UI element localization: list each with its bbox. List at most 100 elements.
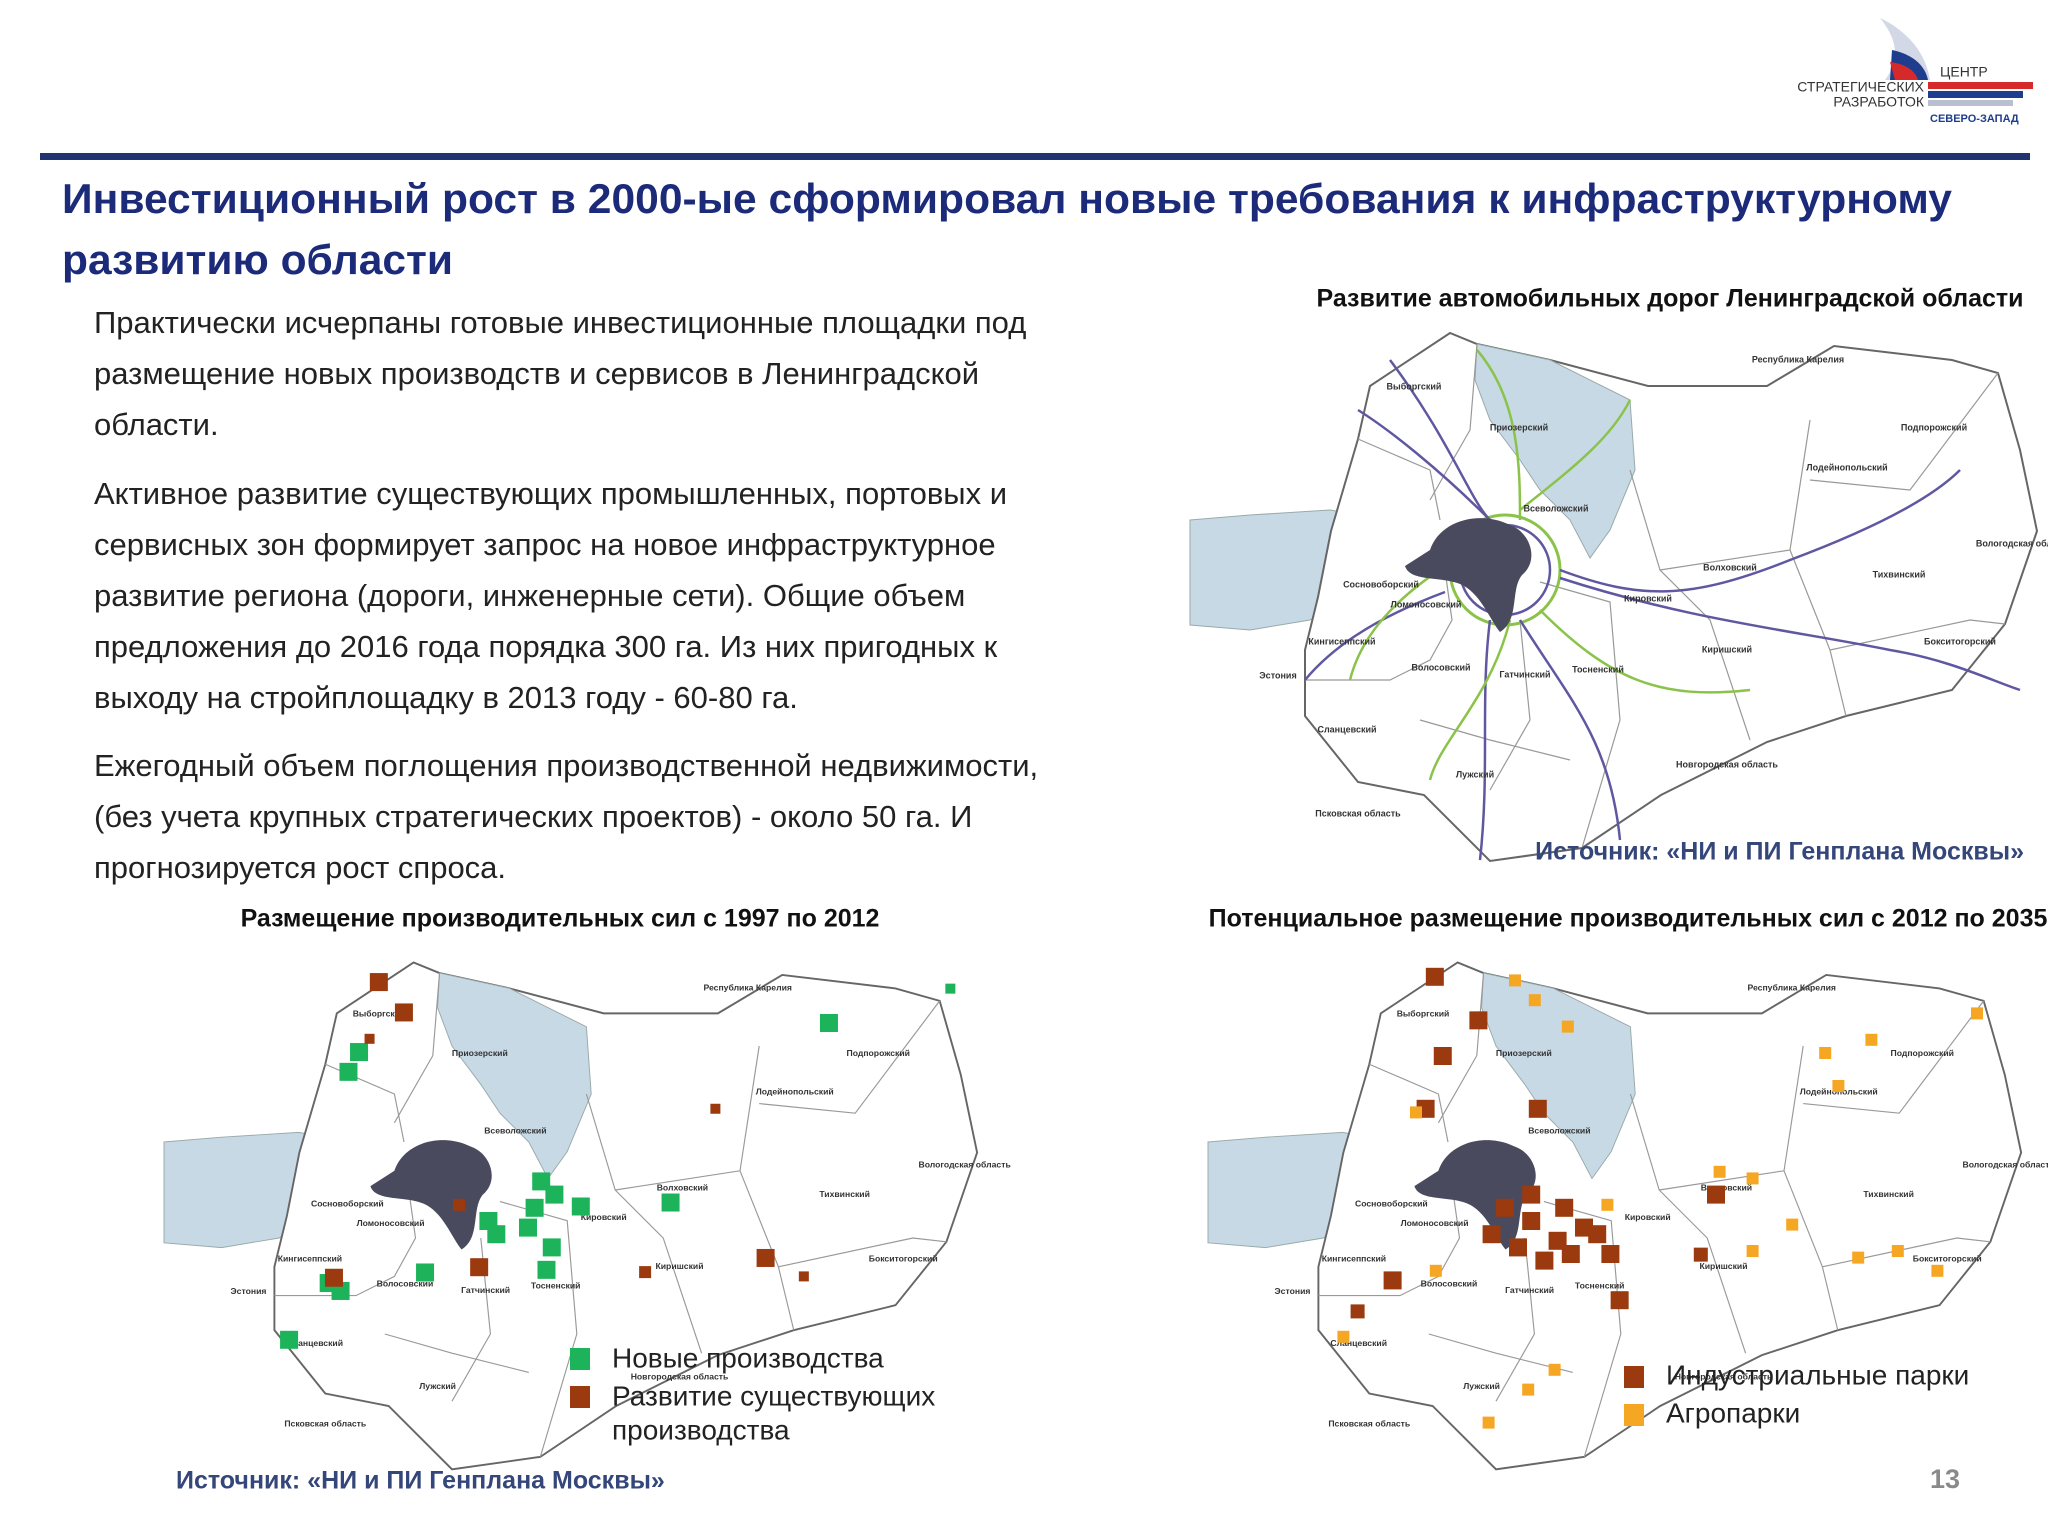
region-label: Всеволожский <box>1528 1126 1590 1136</box>
region-label: Волховский <box>1703 562 1757 572</box>
district-border <box>1822 1237 1991 1268</box>
legend-swatch <box>1624 1404 1644 1426</box>
region-label: Подпорожский <box>1891 1048 1954 1058</box>
region-label: Волховский <box>1701 1182 1752 1192</box>
region-label: Тосненский <box>1575 1280 1625 1290</box>
region-label: Кировский <box>581 1212 627 1222</box>
paragraph-line: Активное развитие существующих промышлен… <box>94 476 1007 511</box>
site-marker <box>1786 1218 1799 1231</box>
site-marker <box>1509 1238 1527 1257</box>
site-marker <box>1535 1251 1554 1270</box>
slide-title: Инвестиционный рост в 2000-ые сформирова… <box>62 175 1953 222</box>
region-label: Кингисеппский <box>1308 636 1375 646</box>
region-label: Волосовский <box>1411 662 1470 672</box>
road <box>1518 619 1622 841</box>
site-marker <box>1425 967 1444 986</box>
map: Выборгский Приозерский Всеволожский Сосново… <box>163 961 1011 1471</box>
road <box>1357 408 1491 521</box>
site-marker <box>416 1263 435 1282</box>
logo-sail-red <box>1890 62 1918 80</box>
region-label: Сосновоборский <box>1355 1199 1428 1209</box>
city <box>1414 1140 1536 1250</box>
site-marker <box>394 1003 413 1022</box>
region-label: Киришский <box>1702 644 1752 654</box>
site-marker <box>280 1330 299 1349</box>
region-label: Вологодская область <box>1963 1159 2048 1169</box>
map-title: Развитие автомобильных дорог Ленинградск… <box>1316 285 2023 313</box>
region-label: Республика Карелия <box>1752 354 1844 364</box>
region-label: Ломоносовский <box>357 1218 425 1228</box>
site-marker <box>1383 1271 1402 1290</box>
paragraph-line: размещение новых производств и сервисов … <box>94 356 979 391</box>
district-border <box>1829 619 2006 651</box>
region-label: Лужский <box>1463 1381 1500 1391</box>
site-marker <box>1528 1099 1547 1118</box>
region-label: Сосновоборский <box>1343 579 1419 589</box>
region-label: Бокситогорский <box>1924 636 1996 646</box>
legend-label: производства <box>612 1414 790 1445</box>
logo: ЦЕНТР СТРАТЕГИЧЕСКИХ РАЗРАБОТОК СЕВЕРО-З… <box>1797 18 2033 125</box>
logo-text: РАЗРАБОТОК <box>1833 94 1925 110</box>
site-marker <box>1601 1245 1620 1263</box>
site-marker <box>1707 1185 1725 1204</box>
city <box>1405 518 1532 632</box>
paragraph-line: выходу на стройплощадку в 2013 году - 60… <box>94 680 798 715</box>
site-marker <box>364 1033 375 1044</box>
region-label: Лодейнопольский <box>1806 462 1887 472</box>
site-marker <box>1931 1264 1944 1277</box>
district-border <box>1419 719 1571 761</box>
map: Выборгский Приозерский Всеволожский Сосново… <box>1207 961 2048 1471</box>
site-marker <box>1482 1416 1495 1429</box>
district-border <box>1305 534 1453 681</box>
site-marker <box>1819 1047 1832 1059</box>
region-label: Выборгский <box>1387 381 1442 391</box>
logo-text: СЕВЕРО-ЗАПАД <box>1930 113 2019 125</box>
paragraph-line: развитие региона (дороги, инженерные сет… <box>94 578 965 613</box>
legend-swatch <box>1624 1366 1644 1388</box>
region-label: Гатчинский <box>461 1285 510 1295</box>
district-border <box>739 1170 795 1331</box>
site-marker <box>1509 974 1521 987</box>
district-border <box>1629 469 1751 741</box>
site-marker <box>339 1062 358 1081</box>
map-region <box>1304 331 2039 863</box>
region-label: Выборгский <box>1397 1009 1450 1019</box>
region-label: Сланцевский <box>286 1338 343 1348</box>
site-marker <box>1832 1080 1845 1092</box>
region-label: Эстония <box>231 1286 267 1296</box>
site-marker <box>1588 1225 1607 1244</box>
district-border <box>1809 372 1999 491</box>
district-border <box>1437 972 1485 1124</box>
legend-swatch <box>570 1348 590 1370</box>
region-label: Псковская область <box>1328 1419 1410 1429</box>
region-label: Всеволожский <box>1523 503 1588 513</box>
region-label: Всеволожский <box>484 1126 546 1136</box>
header-rule <box>40 153 2030 160</box>
region-label: Приозерский <box>1496 1048 1552 1058</box>
site-marker <box>798 1271 809 1282</box>
region-label: Приозерский <box>452 1048 508 1058</box>
region-label: Новгородская область <box>1675 1371 1773 1381</box>
site-marker <box>1429 1264 1442 1277</box>
map-region <box>1317 961 2023 1471</box>
site-marker <box>1601 1198 1614 1211</box>
site-marker <box>661 1193 680 1212</box>
site-marker <box>1891 1245 1904 1257</box>
region-label: Тихвинский <box>1863 1189 1914 1199</box>
site-marker <box>470 1258 489 1277</box>
district-border <box>1629 1093 1747 1354</box>
site-marker <box>542 1238 561 1257</box>
site-marker <box>1561 1245 1580 1263</box>
site-marker <box>571 1197 590 1216</box>
source: Источник: «НИ и ПИ Генплана Москвы» <box>1535 838 2024 866</box>
site-marker <box>1522 1185 1541 1204</box>
road <box>1476 349 1522 521</box>
site-marker <box>1746 1172 1759 1185</box>
site-marker <box>1693 1247 1708 1262</box>
district-border <box>384 1333 529 1373</box>
map-lake <box>1474 343 1636 559</box>
district-border <box>1489 619 1531 791</box>
site-marker <box>350 1043 369 1062</box>
site-marker <box>1482 1225 1501 1244</box>
legend-label: Новые производства <box>612 1342 884 1373</box>
